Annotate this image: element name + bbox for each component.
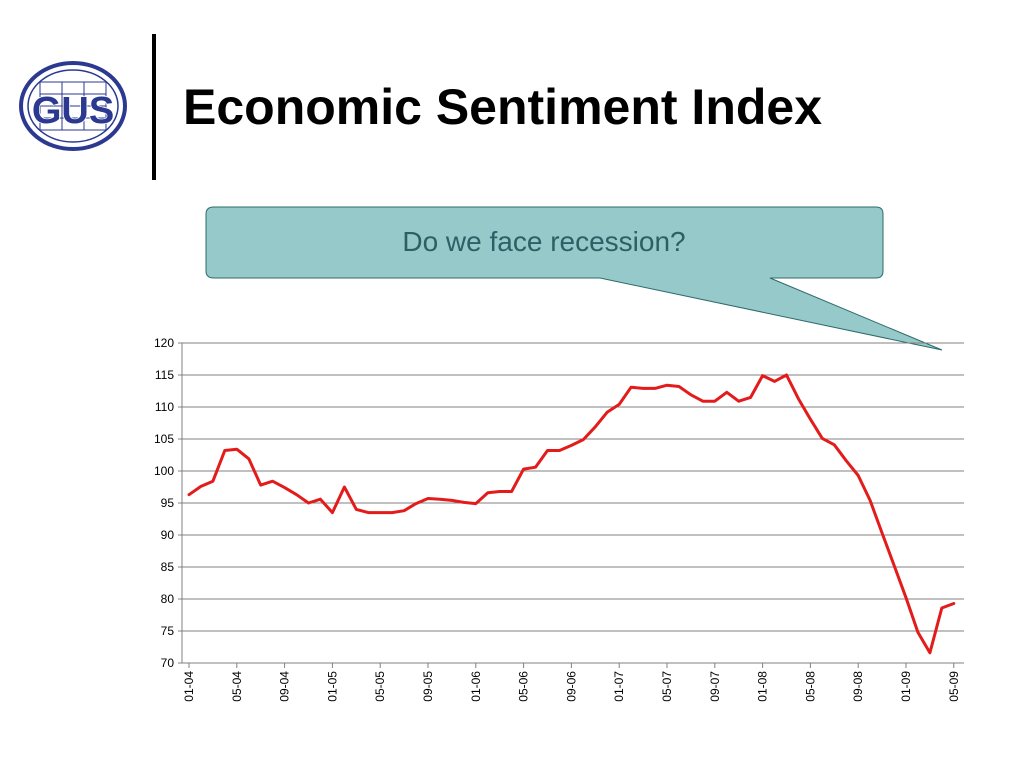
y-tick-label: 120 — [154, 336, 174, 350]
y-tick-label: 110 — [155, 400, 174, 414]
x-tick-label: 01-04 — [182, 671, 196, 702]
x-tick-label: 05-06 — [517, 671, 531, 702]
x-tick-label: 09-08 — [851, 671, 865, 702]
y-tick-label: 75 — [161, 624, 175, 638]
chart-x-ticks: 01-04 05-04 09-04 01-05 05-05 09-05 01-06 05-06… — [182, 663, 961, 702]
y-tick-label: 80 — [161, 592, 175, 606]
y-tick-label: 85 — [161, 560, 175, 574]
x-tick-label: 05-04 — [230, 671, 244, 702]
y-tick-label: 100 — [154, 464, 174, 478]
x-tick-label: 09-05 — [421, 671, 435, 702]
series-line — [187, 373, 956, 655]
x-tick-label: 01-05 — [325, 671, 339, 702]
x-tick-label: 05-08 — [803, 671, 817, 702]
chart-series — [187, 373, 956, 655]
logo-text: GUS — [32, 90, 114, 132]
x-tick-label: 01-09 — [899, 671, 913, 702]
y-tick-label: 95 — [161, 496, 175, 510]
x-tick-label: 05-09 — [947, 671, 961, 702]
y-tick-label: 90 — [161, 528, 175, 542]
y-tick-label: 105 — [154, 432, 174, 446]
chart-y-ticks: 70 75 80 85 90 95 100 105 110 115 120 — [154, 336, 182, 670]
x-tick-label: 01-06 — [469, 671, 483, 702]
x-tick-label: 09-06 — [564, 671, 578, 702]
x-tick-label: 01-08 — [756, 671, 770, 702]
callout-text: Do we face recession? — [402, 226, 686, 257]
title-divider — [152, 34, 156, 180]
x-tick-label: 05-05 — [373, 671, 387, 702]
gus-logo: GUS — [19, 61, 127, 151]
slide-title: Economic Sentiment Index — [183, 79, 823, 135]
y-tick-label: 115 — [155, 368, 174, 382]
y-tick-label: 70 — [161, 656, 175, 670]
x-tick-label: 05-07 — [660, 671, 674, 702]
x-tick-label: 09-04 — [278, 671, 292, 702]
x-tick-label: 09-07 — [708, 671, 722, 702]
x-tick-label: 01-07 — [612, 671, 626, 702]
chart-gridlines — [181, 342, 964, 664]
